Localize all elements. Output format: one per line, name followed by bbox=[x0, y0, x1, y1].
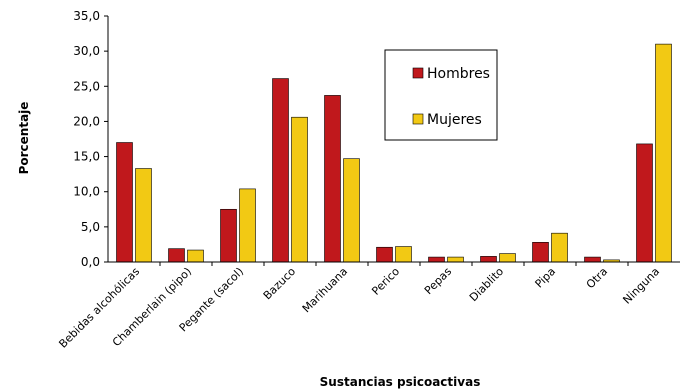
x-tick-label: Marihuana bbox=[300, 265, 350, 315]
y-axis: 0,0 5,0 10,0 15,0 20,0 25,0 30,0 35,0 bbox=[73, 9, 109, 269]
legend-label: Mujeres bbox=[427, 112, 482, 128]
bar-hombres-3 bbox=[272, 78, 289, 263]
bar-hombres-10 bbox=[636, 143, 653, 263]
bar-mujeres-6 bbox=[447, 256, 464, 263]
legend-box bbox=[384, 49, 498, 141]
x-tick-label: Perico bbox=[369, 265, 402, 298]
x-tick-label: Bazuco bbox=[261, 265, 299, 303]
bar-hombres-1 bbox=[168, 248, 185, 263]
legend-label: Hombres bbox=[427, 66, 490, 82]
bar-mujeres-8 bbox=[551, 232, 568, 263]
bar-hombres-4 bbox=[324, 95, 341, 263]
bar-hombres-0 bbox=[116, 142, 133, 263]
x-tick-label: Pepas bbox=[422, 265, 454, 297]
y-tick-label: 25,0 bbox=[73, 79, 100, 93]
bar-hombres-8 bbox=[532, 242, 549, 263]
x-axis-title: Sustancias psicoactivas bbox=[320, 375, 481, 389]
y-axis-title: Porcentaje bbox=[17, 102, 31, 175]
bar-hombres-9 bbox=[584, 256, 601, 263]
y-tick-label: 20,0 bbox=[73, 114, 100, 128]
bar-mujeres-3 bbox=[291, 116, 308, 263]
legend-swatch bbox=[412, 113, 424, 125]
bar-mujeres-10 bbox=[655, 43, 672, 263]
bar-mujeres-7 bbox=[499, 253, 516, 263]
y-tick-label: 0,0 bbox=[81, 255, 100, 269]
bars-layer bbox=[116, 43, 672, 263]
bar-mujeres-5 bbox=[395, 246, 412, 263]
x-tick-label: Otra bbox=[584, 265, 610, 291]
bar-hombres-6 bbox=[428, 256, 445, 263]
legend: Hombres Mujeres bbox=[384, 49, 498, 141]
y-tick-label: 30,0 bbox=[73, 44, 100, 58]
y-tick-label: 15,0 bbox=[73, 150, 100, 164]
bar-hombres-7 bbox=[480, 256, 497, 263]
bar-hombres-2 bbox=[220, 208, 237, 263]
x-tick-label: Pipa bbox=[533, 265, 559, 291]
y-tick-label: 35,0 bbox=[73, 9, 100, 23]
y-tick-label: 5,0 bbox=[81, 220, 100, 234]
bar-mujeres-0 bbox=[135, 168, 152, 263]
legend-swatch bbox=[412, 67, 424, 79]
y-tick-label: 10,0 bbox=[73, 185, 100, 199]
bar-mujeres-4 bbox=[343, 158, 360, 263]
bar-hombres-5 bbox=[376, 246, 393, 263]
x-tick-label: Ninguna bbox=[620, 265, 662, 307]
x-tick-label: Diablito bbox=[467, 265, 506, 304]
bar-mujeres-1 bbox=[187, 249, 204, 263]
bar-mujeres-2 bbox=[239, 188, 256, 263]
